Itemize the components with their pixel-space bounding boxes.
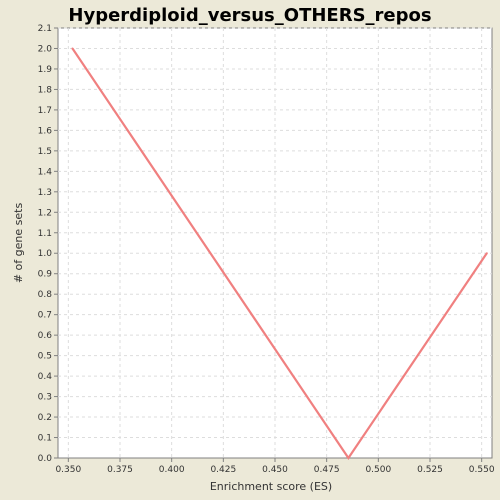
y-tick-label: 0.1 <box>38 434 52 444</box>
y-tick-label: 1.6 <box>38 126 53 136</box>
data-point <box>71 47 74 50</box>
series-layer <box>71 47 488 460</box>
y-tick-label: 1.2 <box>38 208 52 218</box>
y-tick-label: 1.8 <box>38 85 53 95</box>
y-tick-label: 0.4 <box>38 372 53 382</box>
y-tick-label: 0.3 <box>38 393 52 403</box>
y-axis-label: # of gene sets <box>12 203 25 284</box>
x-tick-label: 0.475 <box>314 465 340 475</box>
x-tick-label: 0.450 <box>262 465 288 475</box>
data-point <box>347 457 350 459</box>
y-tick-label: 1.1 <box>38 229 52 239</box>
y-tick-label: 0.0 <box>38 454 53 464</box>
x-tick-label: 0.500 <box>365 465 391 475</box>
y-tick-label: 1.4 <box>38 167 53 177</box>
y-tick-label: 1.0 <box>38 249 53 259</box>
y-tick-label: 0.5 <box>38 352 52 362</box>
y-tick-label: 1.3 <box>38 188 52 198</box>
y-tick-label: 0.8 <box>38 290 53 300</box>
x-tick-label: 0.350 <box>55 465 81 475</box>
x-tick-label: 0.375 <box>107 465 133 475</box>
x-tick-label: 0.400 <box>159 465 185 475</box>
y-axis-ticks: 0.0 0.1 0.2 0.3 0.4 0.5 0.6 0.7 0.8 0.9 1.0 1.1 1.2 1… <box>38 24 58 464</box>
x-axis-label: Enrichment score (ES) <box>210 480 332 493</box>
x-tick-label: 0.525 <box>417 465 443 475</box>
x-tick-label: 0.550 <box>469 465 495 475</box>
chart-title: Hyperdiploid_versus_OTHERS_repos <box>68 5 431 26</box>
x-axis-ticks: 0.350 0.375 0.400 0.425 0.450 0.475 0.500 0.525… <box>55 458 495 475</box>
y-tick-label: 0.6 <box>38 331 53 341</box>
x-tick-label: 0.425 <box>210 465 236 475</box>
y-tick-label: 1.5 <box>38 147 52 157</box>
y-tick-label: 1.7 <box>38 106 52 116</box>
y-tick-label: 0.2 <box>38 413 52 423</box>
plot-area <box>57 27 493 459</box>
grid-lines <box>58 27 492 458</box>
data-point <box>485 252 488 255</box>
y-tick-label: 0.9 <box>38 270 53 280</box>
y-tick-label: 0.7 <box>38 311 52 321</box>
y-tick-label: 2.0 <box>38 44 53 54</box>
y-tick-label: 1.9 <box>38 65 53 75</box>
y-tick-label: 2.1 <box>38 24 52 34</box>
